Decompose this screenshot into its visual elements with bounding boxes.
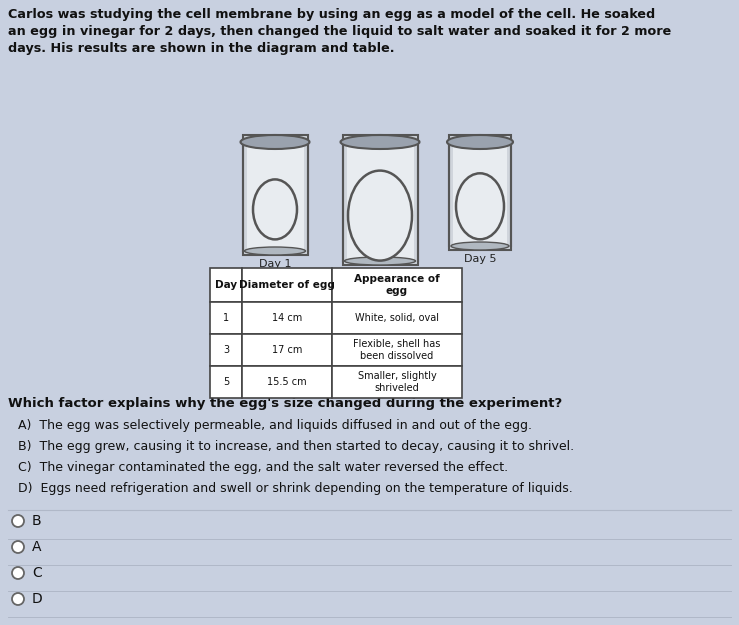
Bar <box>242 366 332 398</box>
Bar <box>332 268 462 302</box>
Text: 15.5 cm: 15.5 cm <box>268 377 307 387</box>
Bar <box>342 135 418 265</box>
Text: D)  Eggs need refrigeration and swell or shrink depending on the temperature of : D) Eggs need refrigeration and swell or … <box>18 482 573 495</box>
Text: Day 1: Day 1 <box>259 259 291 269</box>
Bar <box>210 334 242 366</box>
Text: Appearance of
egg: Appearance of egg <box>354 274 440 296</box>
Text: Diameter of egg: Diameter of egg <box>239 280 335 290</box>
Bar <box>242 135 307 255</box>
Text: Day 5: Day 5 <box>464 254 497 264</box>
Text: 14 cm: 14 cm <box>272 313 302 323</box>
Circle shape <box>12 593 24 605</box>
Bar <box>347 145 414 261</box>
Ellipse shape <box>344 257 415 265</box>
Text: 17 cm: 17 cm <box>272 345 302 355</box>
Bar <box>247 145 304 251</box>
Text: Smaller, slightly
shriveled: Smaller, slightly shriveled <box>358 371 436 392</box>
Ellipse shape <box>451 242 509 250</box>
Text: 1: 1 <box>223 313 229 323</box>
Text: Day 3: Day 3 <box>364 269 396 279</box>
Ellipse shape <box>348 171 412 261</box>
Ellipse shape <box>341 135 420 149</box>
Bar <box>210 366 242 398</box>
Bar <box>210 268 242 302</box>
Text: Flexible, shell has
been dissolved: Flexible, shell has been dissolved <box>353 339 440 361</box>
Bar <box>242 334 332 366</box>
Text: Which factor explains why the egg's size changed during the experiment?: Which factor explains why the egg's size… <box>8 397 562 410</box>
Bar <box>449 135 511 250</box>
Text: Carlos was studying the cell membrane by using an egg as a model of the cell. He: Carlos was studying the cell membrane by… <box>8 8 671 55</box>
Text: A)  The egg was selectively permeable, and liquids diffused in and out of the eg: A) The egg was selectively permeable, an… <box>18 419 532 432</box>
Bar <box>242 302 332 334</box>
Text: C: C <box>32 566 41 580</box>
Ellipse shape <box>253 179 297 239</box>
Text: White, solid, oval: White, solid, oval <box>355 313 439 323</box>
Bar <box>332 302 462 334</box>
Bar <box>453 145 507 246</box>
Text: 5: 5 <box>223 377 229 387</box>
Bar <box>332 366 462 398</box>
Bar <box>210 302 242 334</box>
Bar <box>242 268 332 302</box>
Text: D: D <box>32 592 43 606</box>
Circle shape <box>12 541 24 553</box>
Text: B)  The egg grew, causing it to increase, and then started to decay, causing it : B) The egg grew, causing it to increase,… <box>18 440 574 453</box>
Ellipse shape <box>240 135 310 149</box>
Text: C)  The vinegar contaminated the egg, and the salt water reversed the effect.: C) The vinegar contaminated the egg, and… <box>18 461 508 474</box>
Ellipse shape <box>447 135 513 149</box>
Circle shape <box>12 515 24 527</box>
Ellipse shape <box>456 173 504 239</box>
Text: A: A <box>32 540 41 554</box>
Text: 3: 3 <box>223 345 229 355</box>
Circle shape <box>12 567 24 579</box>
Ellipse shape <box>245 247 305 255</box>
Text: B: B <box>32 514 41 528</box>
Bar <box>332 334 462 366</box>
Text: Day: Day <box>215 280 237 290</box>
